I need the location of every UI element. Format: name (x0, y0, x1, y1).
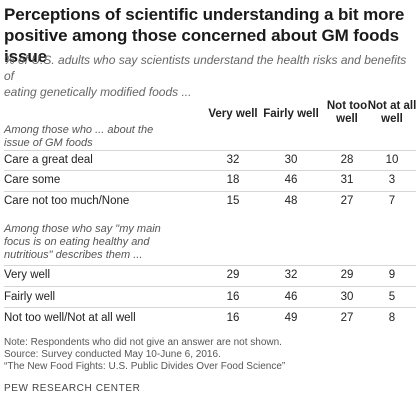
column-header-not-too-well-line-2: well (336, 113, 358, 125)
section-1-label-line-1: Among those who ... about the (4, 124, 154, 136)
table-cell: 32 (226, 154, 240, 166)
table-cell: 27 (340, 195, 354, 207)
table-cell: 16 (226, 291, 240, 303)
column-header-not-at-all-line-1: Not at all (367, 100, 417, 112)
table-cell: 46 (284, 174, 298, 186)
table-cell: 31 (340, 174, 354, 186)
table-cell: 10 (385, 154, 399, 166)
table-cell: 18 (226, 174, 240, 186)
row-divider (4, 150, 416, 151)
table-cell: 48 (284, 195, 298, 207)
section-2-label-line-3: nutritious" describes them ... (4, 249, 143, 261)
row-label: Not too well/Not at all well (4, 312, 136, 324)
table-cell: 28 (340, 154, 354, 166)
title-line-1: Perceptions of scientific understanding … (4, 5, 405, 24)
row-label: Care a great deal (4, 154, 93, 166)
row-divider (4, 307, 416, 308)
table-cell: 49 (284, 312, 298, 324)
table-cell: 15 (226, 195, 240, 207)
source-text: Source: Survey conducted May 10-June 6, … (4, 349, 221, 360)
report-title-text: “The New Food Fights: U.S. Public Divide… (4, 361, 286, 372)
table-cell: 27 (340, 312, 354, 324)
column-header-not-at-all-line-2: well (381, 113, 403, 125)
table-cell: 46 (284, 291, 298, 303)
section-2-label: Among those who say "my main focus is on… (4, 223, 194, 262)
subtitle: % of U.S. adults who say scientists unde… (4, 52, 418, 100)
table-cell: 32 (284, 269, 298, 281)
column-header-very-well: Very well (208, 108, 258, 120)
chart-title: Perceptions of scientific understanding … (4, 4, 418, 67)
table-cell: 30 (340, 291, 354, 303)
row-label: Very well (4, 269, 51, 281)
row-divider (4, 191, 416, 192)
column-header-not-at-all-well: Not at all well (364, 100, 420, 126)
table-cell: 7 (388, 195, 396, 207)
column-header-not-too-well: Not too well (322, 100, 372, 126)
table-cell: 16 (226, 312, 240, 324)
section-2-label-line-1: Among those who say "my main (4, 223, 161, 235)
subtitle-line-2: eating genetically modified foods ... (4, 85, 192, 99)
section-2-label-line-2: focus is on eating healthy and (4, 236, 150, 248)
section-1-label-line-2: issue of GM foods (4, 137, 93, 149)
table-cell: 29 (340, 269, 354, 281)
section-1-label: Among those who ... about the issue of G… (4, 124, 194, 150)
row-label: Care some (4, 174, 61, 186)
pew-research-center-logo: PEW RESEARCH CENTER (4, 383, 141, 394)
row-divider (4, 265, 416, 266)
subtitle-line-1: % of U.S. adults who say scientists unde… (4, 53, 407, 83)
table-cell: 8 (388, 312, 396, 324)
table-cell: 3 (388, 174, 396, 186)
column-header-not-too-well-line-1: Not too (326, 100, 368, 112)
column-header-fairly-well: Fairly well (263, 108, 319, 120)
title-line-2: positive among those concerned about GM … (4, 26, 400, 66)
note-text: Note: Respondents who did not give an an… (4, 337, 282, 348)
table-cell: 29 (226, 269, 240, 281)
row-label: Care not too much/None (4, 195, 130, 207)
row-divider (4, 286, 416, 287)
table-cell: 5 (388, 291, 396, 303)
table-cell: 9 (388, 269, 396, 281)
table-cell: 30 (284, 154, 298, 166)
row-label: Fairly well (4, 291, 56, 303)
row-divider (4, 170, 416, 171)
